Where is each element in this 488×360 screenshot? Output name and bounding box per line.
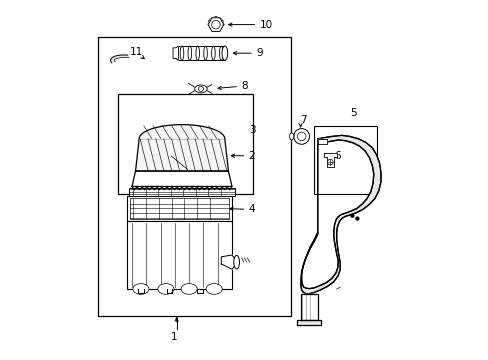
- Bar: [313, 126, 376, 194]
- Text: 11: 11: [130, 47, 143, 57]
- Polygon shape: [323, 153, 336, 167]
- Text: 3: 3: [248, 125, 255, 135]
- Polygon shape: [139, 125, 224, 139]
- Text: 5: 5: [349, 108, 356, 118]
- Ellipse shape: [194, 85, 207, 93]
- Ellipse shape: [205, 284, 222, 294]
- Polygon shape: [173, 46, 178, 60]
- Ellipse shape: [180, 46, 183, 60]
- Polygon shape: [221, 255, 237, 269]
- Circle shape: [293, 129, 309, 144]
- Polygon shape: [135, 139, 228, 171]
- Ellipse shape: [222, 46, 227, 60]
- Polygon shape: [317, 139, 326, 144]
- Ellipse shape: [188, 46, 191, 60]
- Circle shape: [297, 132, 305, 141]
- Circle shape: [326, 159, 332, 165]
- Polygon shape: [110, 55, 129, 63]
- Text: 2: 2: [247, 151, 254, 161]
- Text: 8: 8: [241, 81, 247, 91]
- Circle shape: [198, 86, 203, 91]
- Polygon shape: [297, 320, 321, 325]
- Bar: [98, 37, 290, 316]
- Ellipse shape: [196, 46, 199, 60]
- Text: 1: 1: [171, 332, 177, 342]
- Ellipse shape: [211, 46, 215, 60]
- Ellipse shape: [233, 255, 239, 269]
- Ellipse shape: [158, 284, 174, 294]
- Circle shape: [350, 214, 353, 217]
- Text: 10: 10: [259, 19, 272, 30]
- Circle shape: [355, 217, 358, 220]
- Bar: [130, 198, 229, 219]
- Ellipse shape: [181, 284, 197, 294]
- Bar: [118, 94, 253, 194]
- Bar: [126, 221, 231, 289]
- Text: 9: 9: [255, 48, 262, 58]
- Polygon shape: [300, 294, 317, 320]
- Circle shape: [211, 20, 220, 29]
- Polygon shape: [132, 171, 231, 186]
- Bar: [126, 196, 231, 221]
- Text: 6: 6: [333, 152, 340, 161]
- Polygon shape: [300, 135, 380, 294]
- Polygon shape: [207, 18, 224, 31]
- Ellipse shape: [203, 46, 207, 60]
- Ellipse shape: [219, 46, 223, 60]
- Ellipse shape: [289, 133, 293, 140]
- Text: 4: 4: [247, 204, 254, 214]
- Ellipse shape: [133, 284, 149, 294]
- Bar: [129, 188, 234, 196]
- Text: 7: 7: [300, 115, 306, 125]
